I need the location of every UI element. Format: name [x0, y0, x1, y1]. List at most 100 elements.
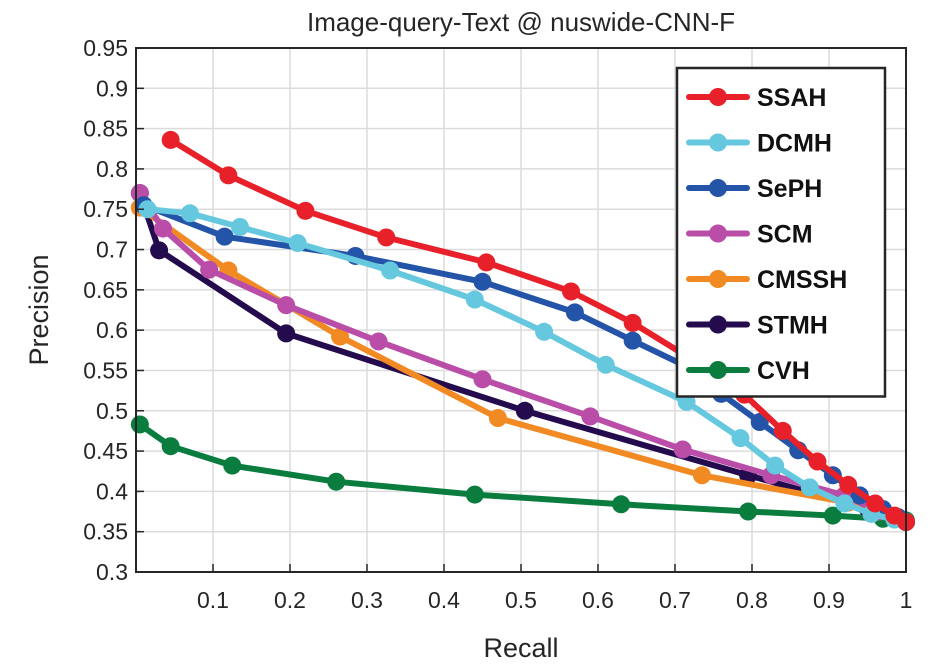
data-point	[473, 272, 492, 291]
data-point	[823, 506, 842, 525]
series-cvh	[130, 415, 915, 530]
x-tick-label: 0.1	[197, 587, 229, 613]
data-point	[200, 260, 219, 279]
legend-marker	[709, 361, 727, 379]
data-point	[473, 370, 492, 389]
x-tick-label: 0.6	[582, 587, 614, 613]
data-point	[477, 253, 496, 272]
data-point	[150, 241, 169, 260]
chart-title: Image-query-Text @ nuswide-CNN-F	[307, 7, 735, 37]
data-point	[866, 494, 885, 513]
legend-item-seph: SePH	[686, 175, 822, 203]
data-point	[296, 201, 315, 220]
data-point	[800, 478, 819, 497]
legend-item-cvh: CVH	[686, 357, 810, 385]
y-tick-label: 0.6	[96, 317, 128, 343]
y-tick-label: 0.5	[96, 398, 128, 424]
data-point	[488, 409, 507, 428]
y-tick-label: 0.95	[83, 35, 128, 61]
data-point	[731, 429, 750, 448]
x-tick-label: 1	[900, 587, 913, 613]
data-point	[277, 296, 296, 315]
y-tick-label: 0.35	[83, 519, 128, 545]
legend-label: CMSSH	[757, 266, 847, 294]
data-point	[562, 282, 581, 301]
legend-marker	[709, 270, 727, 288]
x-tick-label: 0.2	[274, 587, 306, 613]
data-point	[808, 452, 827, 471]
legend-label: DCMH	[757, 130, 832, 158]
data-point	[673, 440, 692, 459]
legend-item-ssah: SSAH	[686, 84, 826, 112]
data-point	[327, 472, 346, 491]
data-point	[515, 401, 534, 420]
legend-item-stmh: STMH	[686, 312, 828, 340]
y-tick-label: 0.75	[83, 196, 128, 222]
legend-item-dcmh: DCMH	[686, 130, 832, 158]
data-point	[596, 355, 615, 374]
data-point	[277, 324, 296, 343]
legend: SSAH DCMH SePH SCM CMSSH STMH CVH	[675, 66, 887, 398]
data-point	[739, 502, 758, 521]
series-layer	[130, 130, 915, 532]
y-tick-label: 0.7	[96, 237, 128, 263]
data-point	[369, 332, 388, 351]
y-tick-label: 0.8	[96, 156, 128, 182]
data-point	[138, 200, 157, 219]
y-tick-label: 0.55	[83, 357, 128, 383]
data-point	[623, 331, 642, 350]
legend-label: CVH	[757, 357, 810, 385]
y-tick-label: 0.65	[83, 277, 128, 303]
y-tick-label: 0.3	[96, 559, 128, 585]
data-point	[581, 407, 600, 426]
x-tick-label: 0.5	[505, 587, 537, 613]
data-point	[230, 217, 249, 236]
series-line	[136, 421, 909, 524]
x-tick-label: 0.3	[351, 587, 383, 613]
y-tick-label: 0.9	[96, 75, 128, 101]
data-point	[535, 322, 554, 341]
data-point	[465, 290, 484, 309]
y-tick-label: 0.4	[96, 478, 128, 504]
x-axis-ticks: 0.1 0.2 0.3 0.4 0.5 0.6 0.7 0.8 0.9 1	[197, 564, 912, 613]
data-point	[839, 475, 858, 494]
legend-label: SCM	[757, 221, 813, 249]
legend-item-cmssh: CMSSH	[686, 266, 847, 294]
data-point	[565, 303, 584, 322]
x-tick-label: 0.7	[659, 587, 691, 613]
x-tick-label: 0.9	[813, 587, 845, 613]
legend-label: SSAH	[757, 84, 826, 112]
legend-label: SePH	[757, 175, 822, 203]
data-point	[161, 130, 180, 149]
x-tick-label: 0.4	[428, 587, 460, 613]
data-point	[377, 228, 396, 247]
legend-marker	[709, 133, 727, 152]
data-point	[215, 227, 234, 246]
y-tick-label: 0.85	[83, 116, 128, 142]
legend-label: STMH	[757, 312, 828, 340]
legend-item-scm: SCM	[686, 221, 813, 249]
data-point	[161, 437, 180, 456]
data-point	[331, 327, 350, 346]
y-axis-ticks: 0.3 0.35 0.4 0.45 0.5 0.55 0.6 0.65 0.7 0.75 0.8 0.…	[83, 35, 144, 585]
data-point	[381, 261, 400, 280]
series-line	[144, 206, 909, 525]
data-point	[130, 415, 149, 434]
data-point	[465, 485, 484, 504]
data-point	[223, 456, 242, 475]
data-point	[750, 413, 769, 432]
legend-marker	[709, 179, 727, 197]
data-point	[623, 313, 642, 332]
data-point	[766, 456, 785, 475]
legend-marker	[709, 315, 727, 334]
data-point	[612, 495, 631, 514]
data-point	[219, 166, 238, 185]
legend-marker	[709, 224, 727, 243]
legend-marker	[709, 88, 727, 106]
data-point	[835, 494, 854, 513]
data-point	[773, 421, 792, 440]
data-point	[288, 234, 307, 253]
y-axis-label: Precision	[24, 254, 54, 365]
data-point	[692, 466, 711, 485]
